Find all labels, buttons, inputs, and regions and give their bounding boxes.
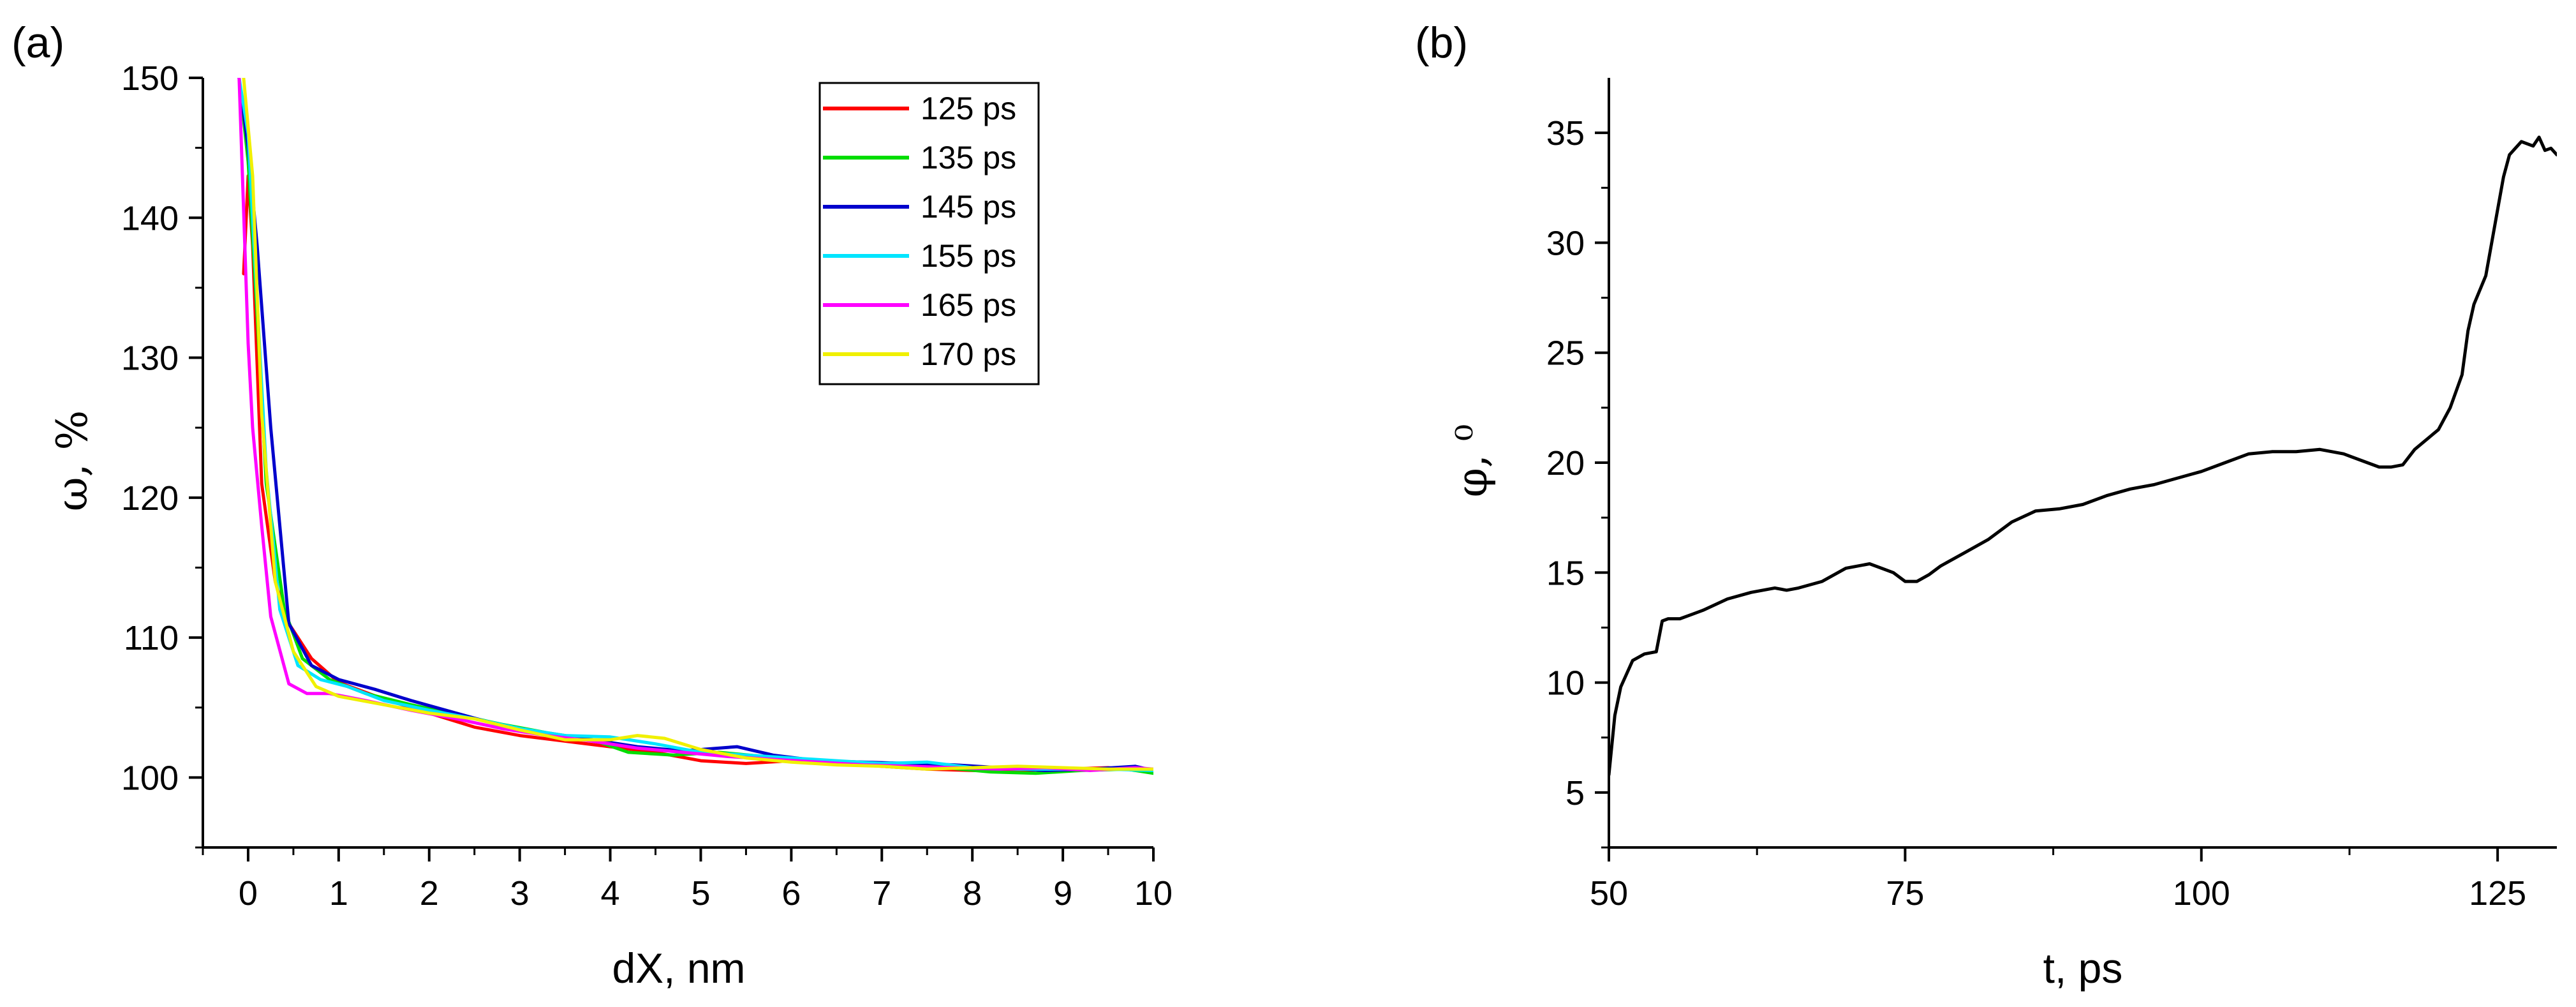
chart-b-xlabel: t, ps bbox=[2043, 944, 2123, 992]
series-line-angle bbox=[1609, 135, 2557, 777]
chart-a-ticks: 0 1 2 3 4 5 6 7 8 9 10 100 110 120 130 140 150 bbox=[121, 59, 1173, 913]
x-tick-label: 6 bbox=[781, 874, 801, 913]
y-tick-label: 30 bbox=[1546, 224, 1585, 262]
y-tick-label: 130 bbox=[121, 339, 179, 378]
x-tick-label: 7 bbox=[872, 874, 891, 913]
legend-label: 165 ps bbox=[921, 287, 1016, 323]
y-tick-label: 15 bbox=[1546, 554, 1585, 592]
y-tick-label: 140 bbox=[121, 199, 179, 237]
chart-a-series bbox=[237, 78, 1153, 775]
panel-label-b: (b) bbox=[1415, 19, 1468, 67]
chart-a-ylabel: ω, % bbox=[48, 410, 97, 512]
x-tick-label: 10 bbox=[1134, 874, 1173, 913]
legend-label: 135 ps bbox=[921, 140, 1016, 175]
chart-b-axes bbox=[1608, 78, 2557, 849]
chart-a-xlabel: dX, nm bbox=[612, 944, 745, 992]
legend-box bbox=[818, 82, 1040, 385]
x-tick-label: 9 bbox=[1053, 874, 1072, 913]
x-tick-label: 75 bbox=[1886, 874, 1924, 913]
y-tick-label: 25 bbox=[1546, 334, 1585, 373]
x-tick-label: 8 bbox=[963, 874, 982, 913]
x-tick-label: 0 bbox=[239, 874, 258, 913]
x-tick-label: 5 bbox=[691, 874, 710, 913]
chart-b-ticks: 50 75 100 125 5 10 15 20 25 30 35 bbox=[1546, 114, 2526, 913]
y-tick-label: 150 bbox=[121, 59, 179, 98]
y-tick-label: 5 bbox=[1566, 774, 1585, 812]
x-tick-label: 100 bbox=[2173, 874, 2230, 913]
y-tick-label: 35 bbox=[1546, 114, 1585, 153]
x-tick-label: 4 bbox=[601, 874, 620, 913]
y-tick-label: 10 bbox=[1546, 664, 1585, 703]
legend-label: 155 ps bbox=[921, 238, 1016, 274]
x-tick-label: 2 bbox=[420, 874, 439, 913]
chart-a: 0 1 2 3 4 5 6 7 8 9 10 100 110 120 130 140 150 125 ps 135… bbox=[48, 59, 1173, 992]
legend-label: 125 ps bbox=[921, 91, 1016, 126]
series-line-170-ps bbox=[242, 78, 1153, 771]
panel-label-a: (a) bbox=[11, 19, 64, 67]
x-tick-label: 125 bbox=[2469, 874, 2526, 913]
y-tick-label: 20 bbox=[1546, 444, 1585, 482]
chart-b-series bbox=[1609, 135, 2557, 777]
y-tick-label: 120 bbox=[121, 479, 179, 518]
y-tick-label: 110 bbox=[124, 619, 179, 657]
chart-b: 50 75 100 125 5 10 15 20 25 30 35 t, ps φ, ⁰ bbox=[1447, 78, 2557, 992]
legend-label: 145 ps bbox=[921, 189, 1016, 225]
x-tick-label: 3 bbox=[510, 874, 529, 913]
x-tick-label: 1 bbox=[329, 874, 348, 913]
x-tick-label: 50 bbox=[1590, 874, 1628, 913]
chart-a-legend: 125 ps 135 ps 145 ps 155 ps 165 ps 170 ps bbox=[818, 82, 1040, 385]
chart-a-axes bbox=[202, 78, 1153, 849]
chart-b-ylabel: φ, ⁰ bbox=[1447, 424, 1497, 498]
legend-label: 170 ps bbox=[921, 336, 1016, 372]
y-tick-label: 100 bbox=[121, 759, 179, 797]
